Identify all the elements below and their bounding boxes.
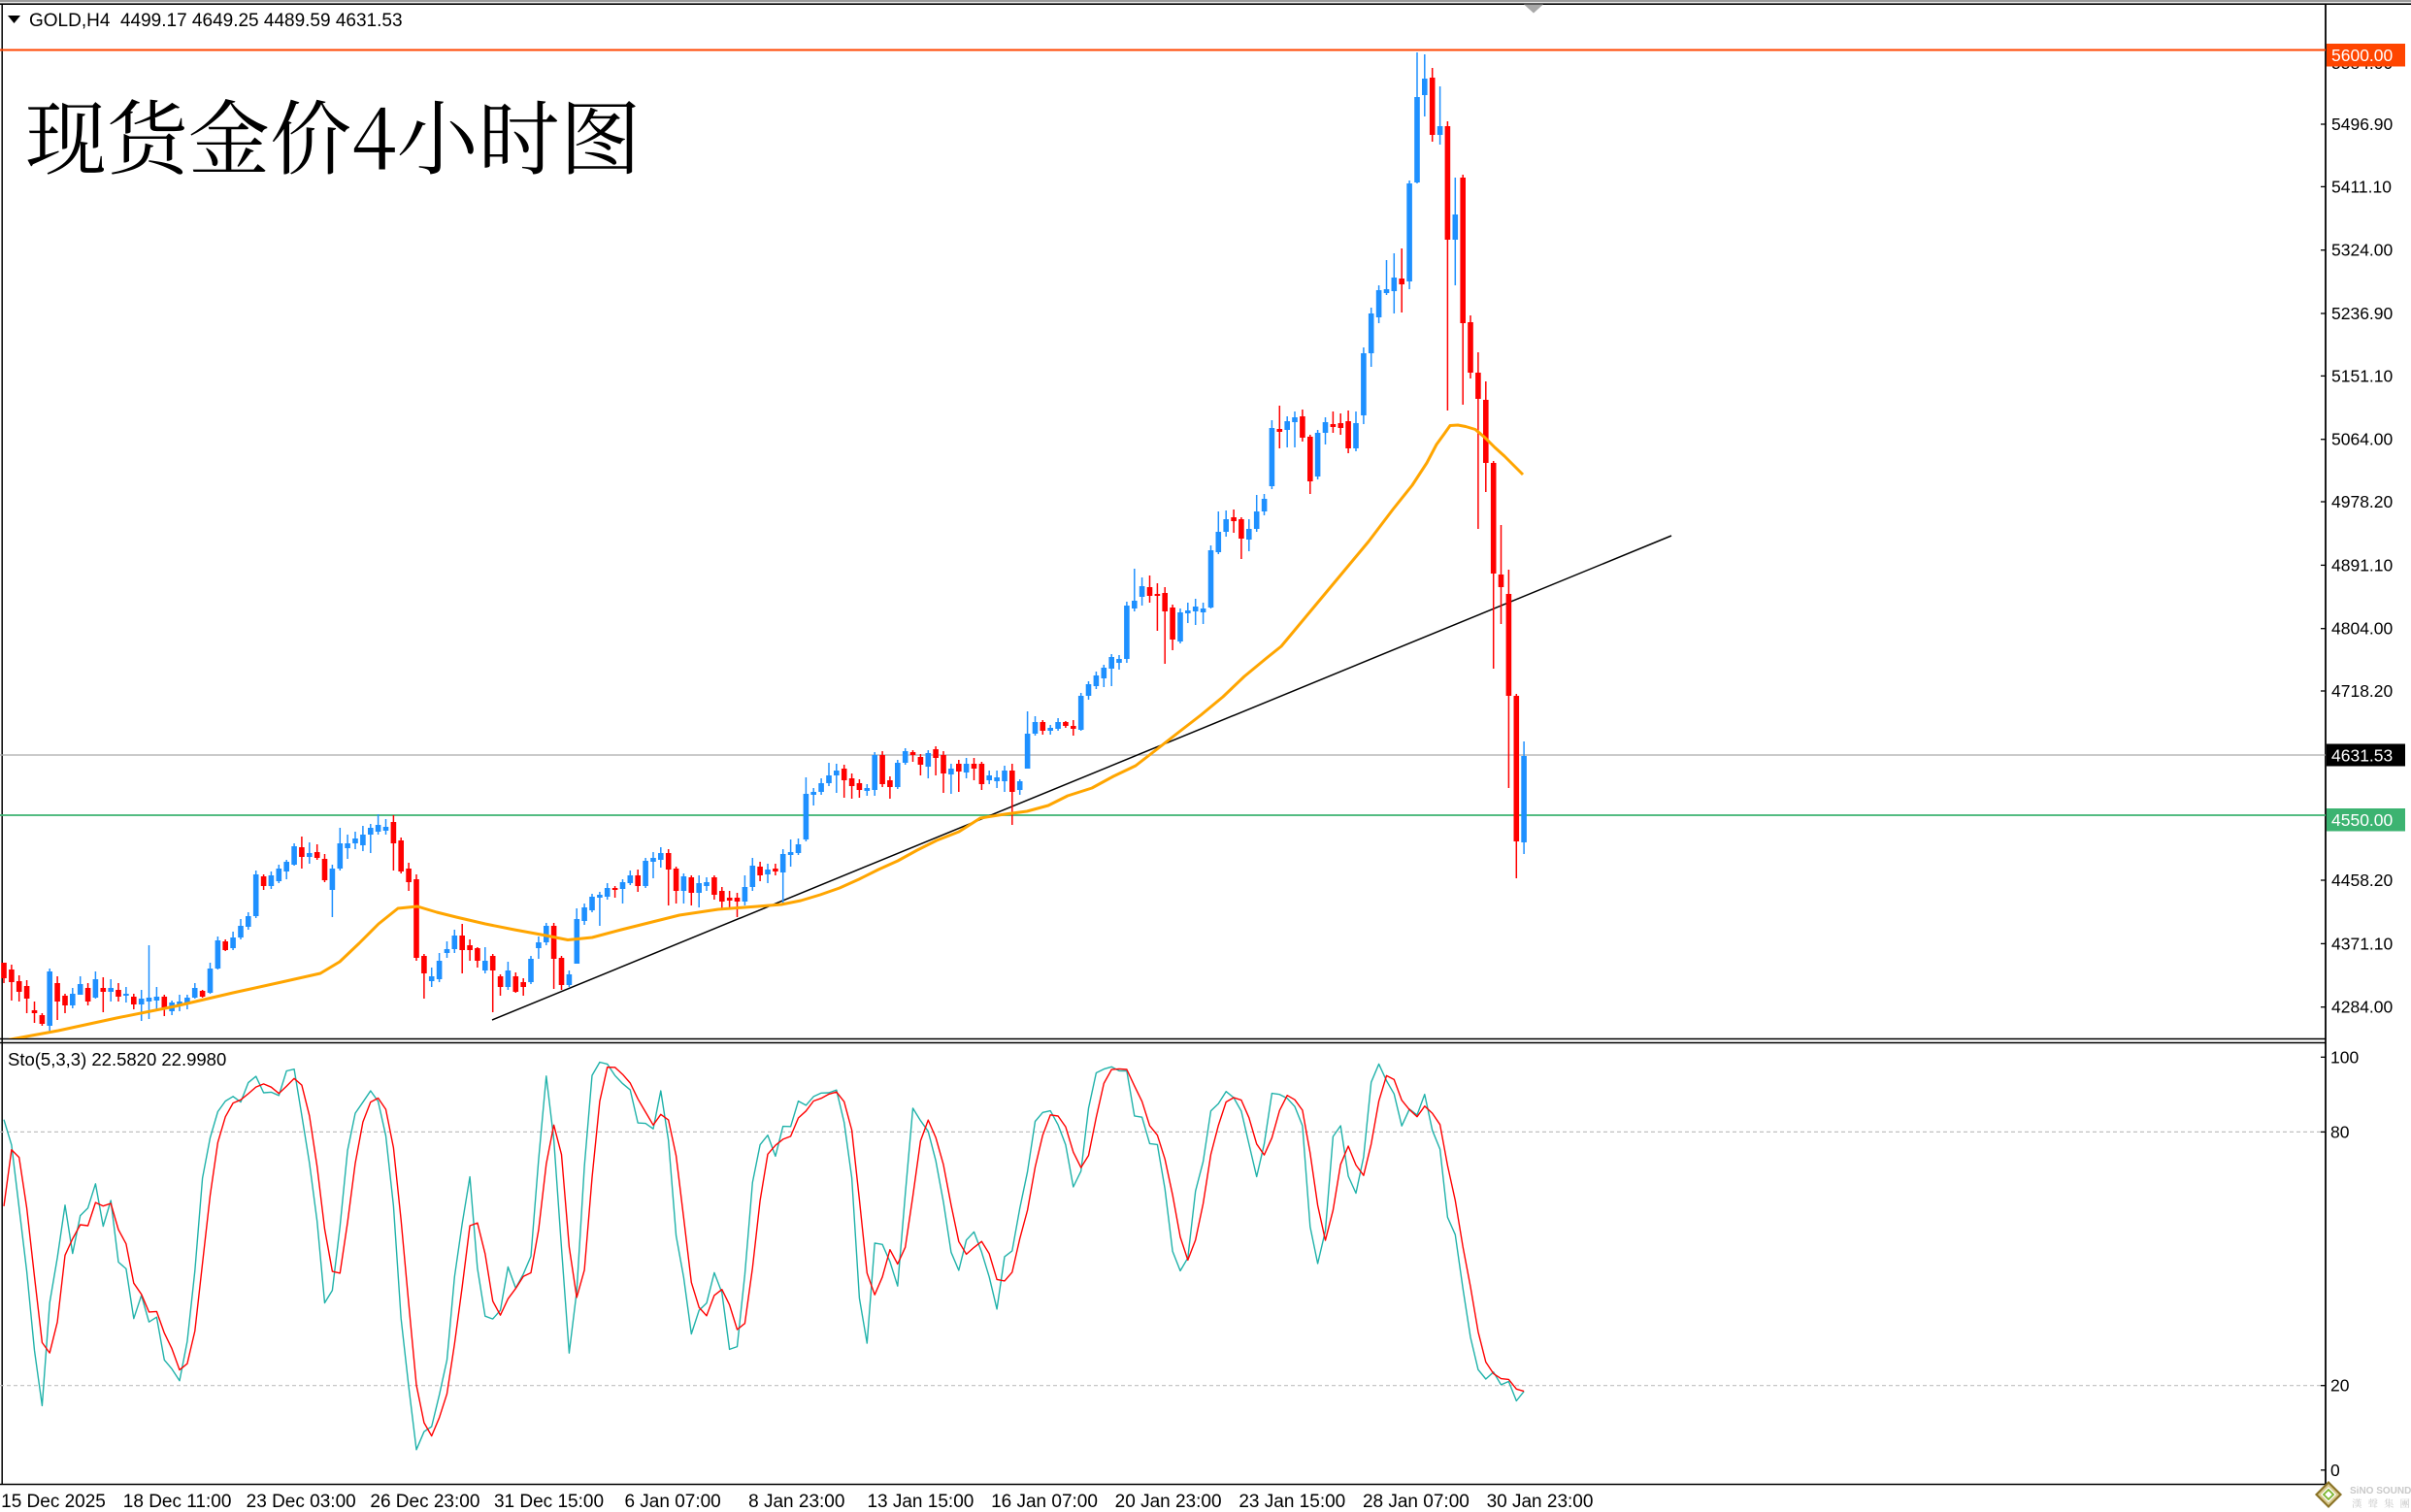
svg-text:16 Jan 07:00: 16 Jan 07:00 [991,1492,1098,1512]
svg-text:13 Jan 15:00: 13 Jan 15:00 [867,1492,974,1512]
svg-text:18 Dec 11:00: 18 Dec 11:00 [123,1492,232,1512]
svg-text:Sto(5,3,3) 22.5820 22.9980: Sto(5,3,3) 22.5820 22.9980 [8,1049,226,1069]
svg-text:4891.10: 4891.10 [2331,555,2394,575]
svg-text:5411.10: 5411.10 [2331,177,2392,196]
svg-text:20 Jan 23:00: 20 Jan 23:00 [1115,1492,1222,1512]
svg-text:31 Dec 15:00: 31 Dec 15:00 [494,1492,604,1512]
svg-text:28 Jan 07:00: 28 Jan 07:00 [1363,1492,1470,1512]
svg-text:5151.10: 5151.10 [2331,366,2394,385]
svg-text:4631.53: 4631.53 [2331,745,2393,765]
svg-text:GOLD,H4 4499.17 4649.25 4489.: GOLD,H4 4499.17 4649.25 4489.59 4631.53 [29,11,403,31]
svg-text:26 Dec 23:00: 26 Dec 23:00 [370,1492,479,1512]
svg-text:5496.90: 5496.90 [2331,115,2394,134]
svg-text:SiNO SOUND: SiNO SOUND [2350,1486,2411,1496]
svg-text:4978.20: 4978.20 [2331,492,2394,511]
svg-text:4550.00: 4550.00 [2331,810,2394,830]
svg-text:0: 0 [2330,1461,2340,1480]
svg-text:5324.00: 5324.00 [2331,241,2394,260]
svg-text:23 Dec 03:00: 23 Dec 03:00 [247,1492,356,1512]
svg-text:15 Dec 2025: 15 Dec 2025 [1,1492,106,1512]
svg-text:4284.00: 4284.00 [2331,998,2394,1017]
svg-text:23 Jan 15:00: 23 Jan 15:00 [1239,1492,1345,1512]
svg-text:4458.20: 4458.20 [2331,871,2394,890]
svg-text:6 Jan 07:00: 6 Jan 07:00 [624,1492,720,1512]
svg-text:100: 100 [2330,1047,2359,1067]
svg-text:4718.20: 4718.20 [2331,681,2394,701]
svg-text:20: 20 [2330,1376,2350,1396]
svg-text:5600.00: 5600.00 [2331,46,2394,65]
svg-text:8 Jan 23:00: 8 Jan 23:00 [748,1492,844,1512]
svg-text:80: 80 [2330,1122,2350,1141]
svg-text:30 Jan 23:00: 30 Jan 23:00 [1487,1492,1594,1512]
svg-text:5064.00: 5064.00 [2331,430,2394,449]
svg-text:4804.00: 4804.00 [2331,619,2394,639]
svg-text:5236.90: 5236.90 [2331,304,2394,323]
svg-text:4371.10: 4371.10 [2331,934,2394,953]
